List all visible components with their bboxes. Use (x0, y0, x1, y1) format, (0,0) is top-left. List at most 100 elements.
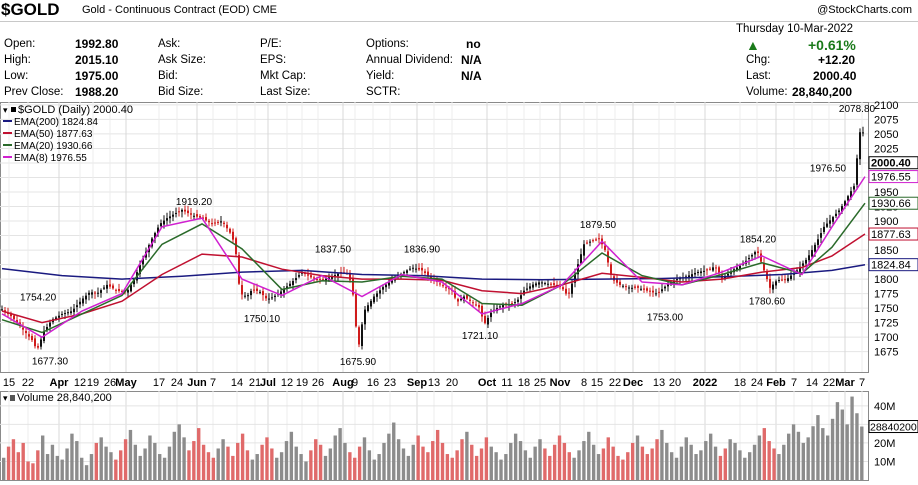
price-bar-body (286, 286, 288, 289)
volume-bar (50, 444, 55, 480)
price-annotation: 1754.20 (20, 293, 57, 304)
price-bar-body (550, 283, 552, 285)
price-bar-body (46, 327, 48, 331)
volume-bar (128, 429, 133, 480)
up-arrow-icon: ▲ (746, 37, 760, 53)
volume-bar (426, 452, 430, 480)
price-bar-body (679, 278, 681, 280)
price-bar-body (751, 255, 753, 257)
price-bar-body (211, 223, 213, 225)
price-bar-body (355, 293, 357, 327)
price-bar-body (691, 274, 693, 277)
volume-bar (801, 442, 805, 480)
volume-bar (665, 442, 669, 480)
price-bar-body (133, 279, 135, 285)
legend-label: EMA(8) 1976.55 (14, 153, 87, 164)
price-bar-body (229, 228, 231, 233)
quote-panel: Open: 1992.80 High: 2015.10 Low: 1975.00… (0, 21, 918, 103)
price-bar-body (487, 317, 489, 325)
price-bar-body (274, 295, 276, 298)
price-bar-body (841, 206, 843, 213)
volume-bar (796, 431, 801, 480)
price-bar-body (628, 287, 630, 289)
price-bar-body (361, 324, 363, 347)
volume-bar (835, 402, 840, 480)
volume-bar (562, 442, 567, 480)
ema-value-box-text: 1976.55 (871, 172, 911, 184)
x-tick-label: 20 (669, 377, 681, 389)
price-bar-body (622, 285, 624, 287)
price-y-tick-label: 1750 (874, 303, 898, 315)
price-bar-body (562, 287, 564, 290)
price-bar-body (526, 288, 528, 290)
price-bar-body (607, 251, 609, 263)
ema-value-box-frame (868, 170, 918, 184)
copyright-text[interactable]: @StockCharts.com (817, 4, 912, 16)
volume-bar (811, 426, 815, 480)
price-bar-body (553, 283, 555, 285)
volume-bar (299, 454, 303, 480)
volume-bar (450, 457, 454, 480)
price-annotation: 1750.10 (244, 314, 281, 325)
x-tick-label: 14 (806, 377, 818, 389)
price-bar-body (799, 266, 801, 272)
price-bar-body (202, 217, 204, 219)
price-bar-body (556, 284, 558, 286)
volume-value: 28,840,200 (792, 85, 853, 99)
ema-value-box: 1976.55 (868, 170, 918, 184)
volume-bar (401, 448, 406, 480)
volume-bar (728, 439, 732, 480)
x-tick-label: 18 (734, 377, 746, 389)
price-bar-body (310, 275, 312, 278)
ask-size-label: Ask Size: (158, 54, 206, 66)
x-tick-label: Jul (260, 377, 276, 389)
price-bar-body (592, 240, 594, 242)
price-y-tick-label: 1800 (874, 274, 898, 286)
price-bar-body (568, 292, 570, 294)
price-bar-body (13, 315, 15, 320)
volume-bar (270, 448, 274, 480)
price-bar-body (340, 272, 342, 274)
volume-bar (260, 444, 264, 480)
x-tick-label: Jun (187, 377, 207, 389)
ema8-line (1, 176, 866, 339)
price-bar-body (796, 270, 798, 272)
price-bar-body (463, 296, 465, 301)
volume-bar (275, 457, 279, 480)
volume-bar (489, 446, 493, 480)
price-bar-body (580, 254, 582, 264)
volume-bar (192, 441, 196, 480)
price-bar-body (136, 272, 138, 281)
price-bar-body (838, 210, 840, 213)
price-bar-body (292, 281, 294, 285)
mkt-cap-label: Mkt Cap: (260, 70, 307, 82)
price-bar-body (64, 313, 66, 315)
price-bar-body (367, 305, 369, 312)
price-bar-body (787, 278, 789, 281)
price-bar-body (481, 305, 483, 317)
volume-bar (6, 446, 11, 480)
volume-bar (84, 465, 89, 480)
volume-bar (138, 455, 142, 480)
volume-bar (557, 435, 562, 480)
volume-bar (382, 442, 386, 480)
ema-value-box-frame (868, 196, 918, 210)
price-bar-body (73, 308, 75, 313)
volume-bar (41, 435, 45, 480)
volume-bar (16, 452, 21, 480)
options-value: no (466, 37, 481, 51)
price-bar-body (763, 263, 765, 271)
ema-value-box-frame (868, 227, 918, 241)
price-bar-body (94, 292, 96, 294)
price-bar-body (100, 290, 102, 293)
price-bar-body (847, 196, 849, 201)
volume-bar (80, 457, 84, 480)
x-tick-label: Apr (50, 377, 70, 389)
volume-bar (250, 459, 255, 480)
price-bar-body (715, 267, 717, 269)
last-price-box-text: 2000.40 (871, 158, 911, 170)
volume-bar (669, 452, 674, 480)
price-y-tick-label: 1725 (874, 318, 898, 330)
price-bar-body (862, 132, 864, 134)
price-bar-body (805, 259, 807, 264)
